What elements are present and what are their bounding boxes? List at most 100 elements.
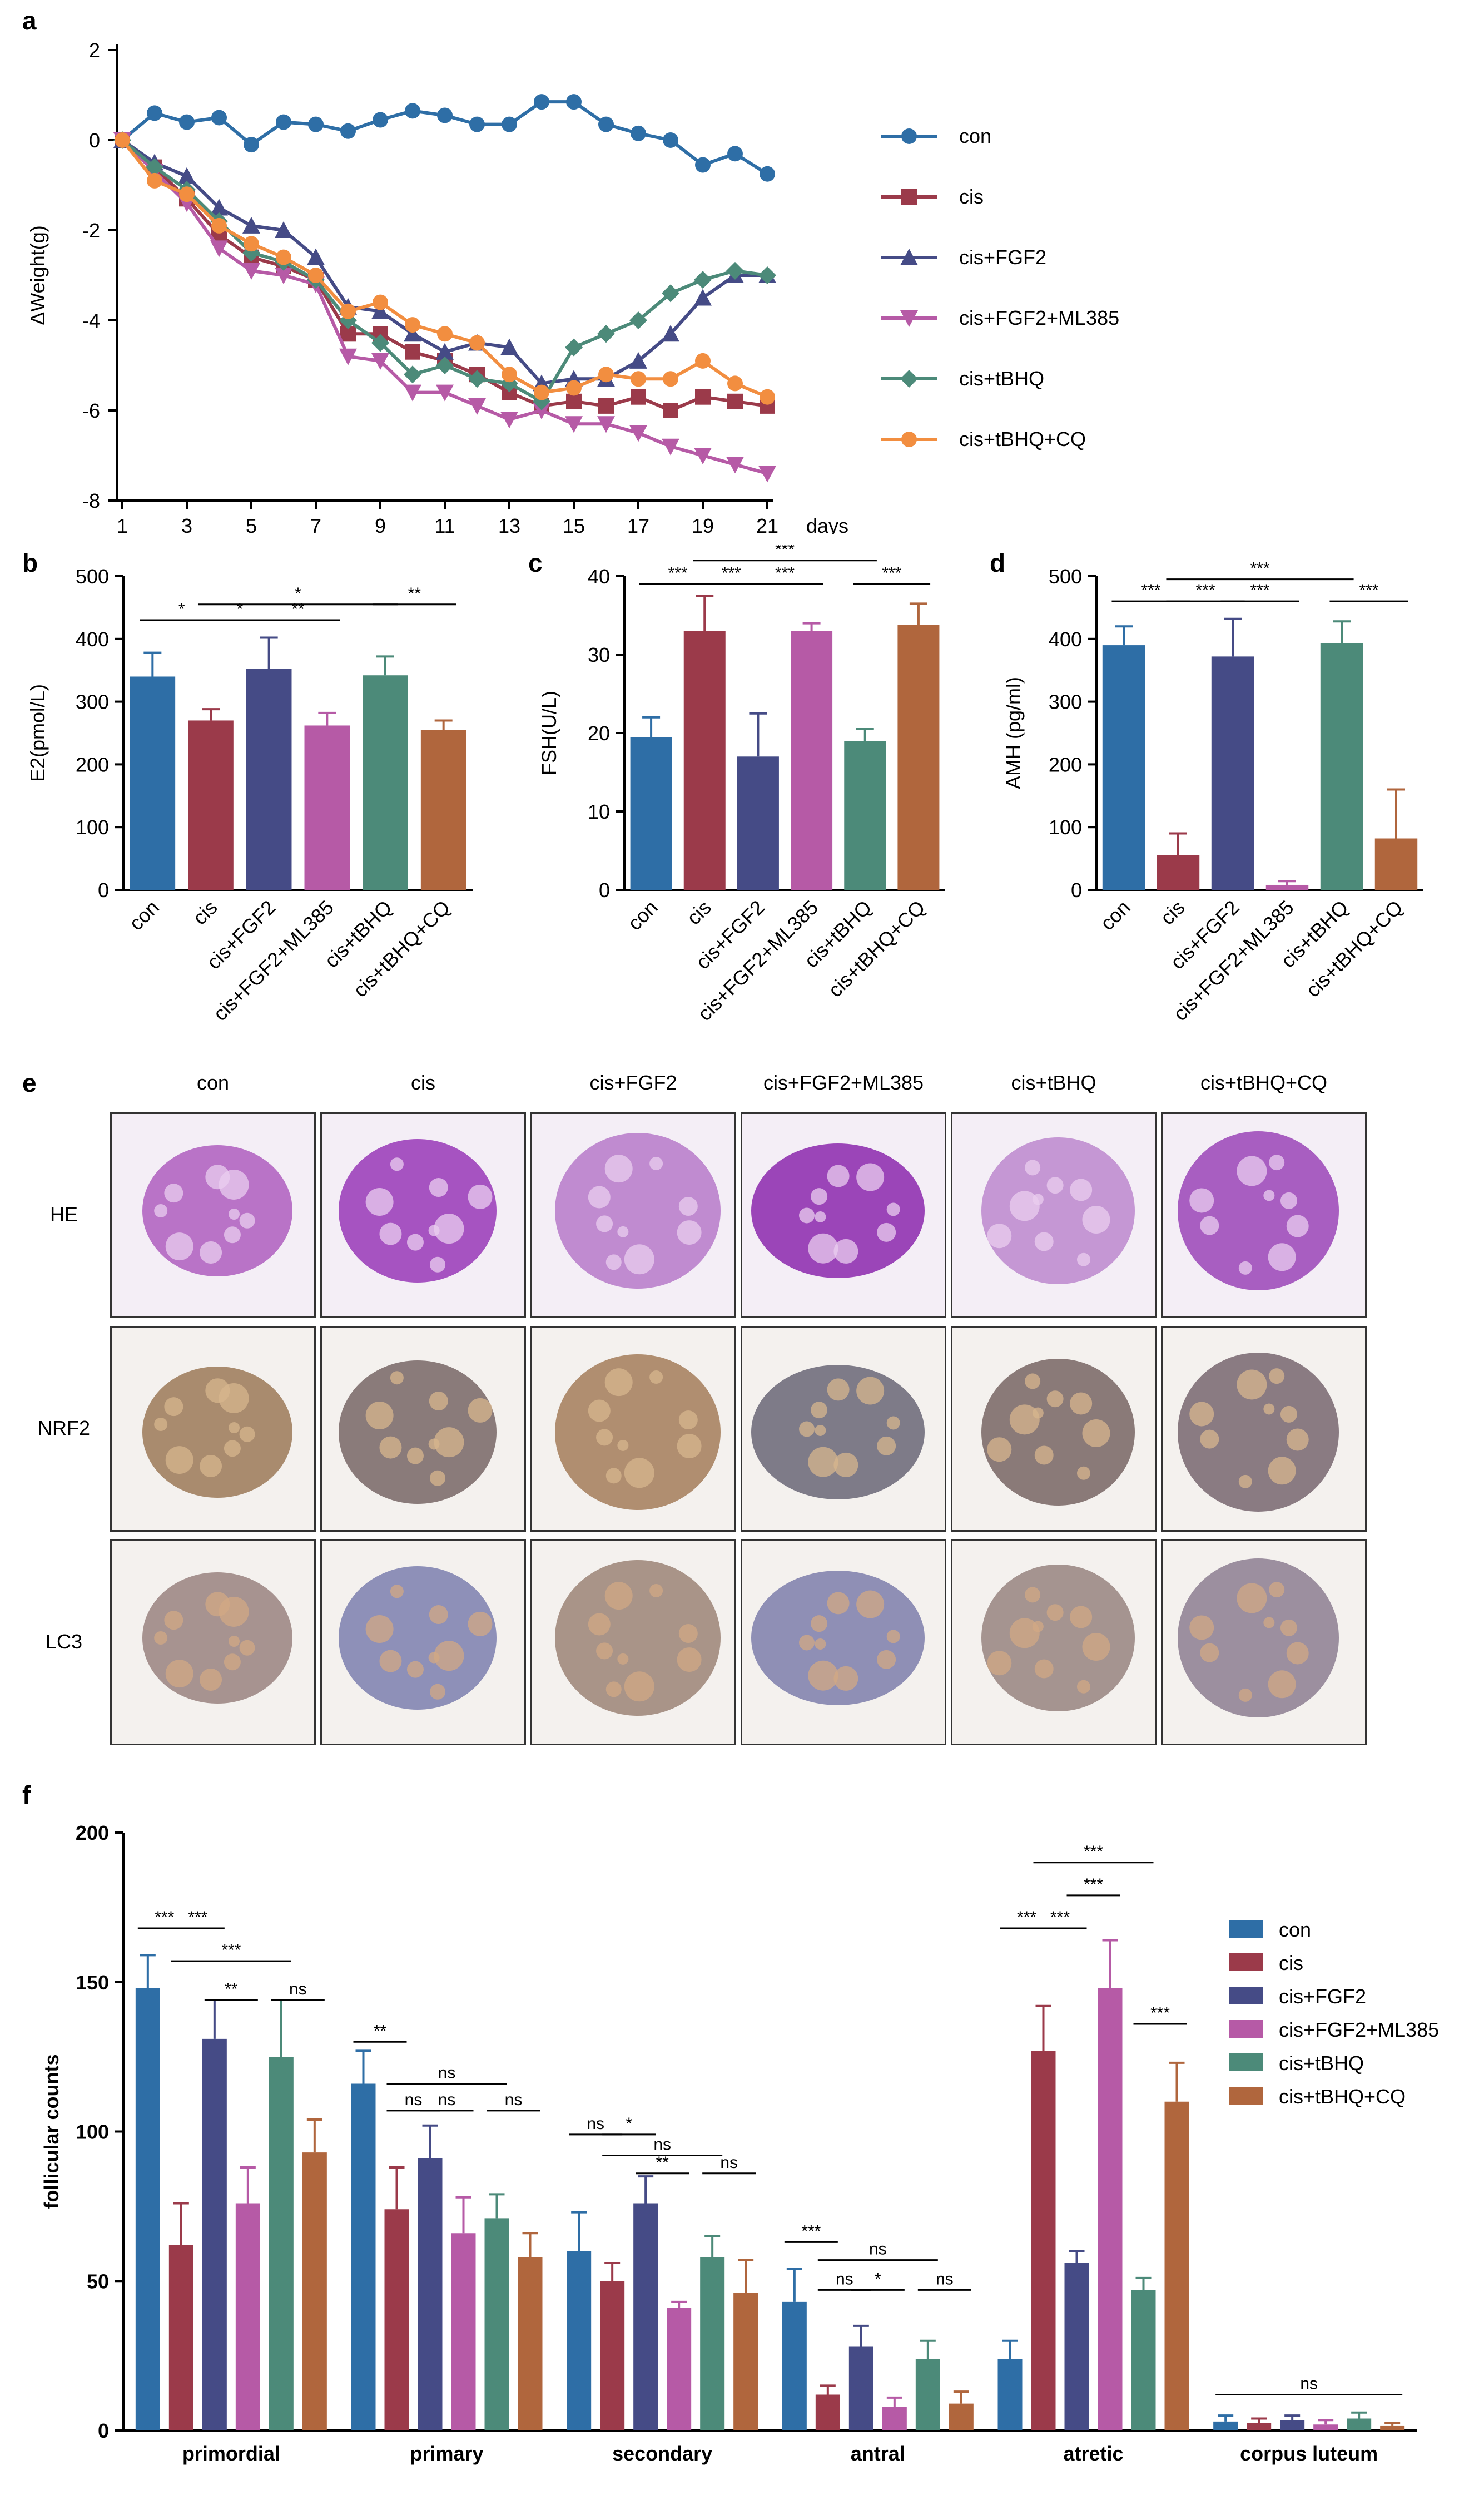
data-point (901, 128, 917, 144)
follicle (1025, 1587, 1041, 1603)
legend-label: con (959, 125, 991, 147)
follicle (886, 1630, 900, 1643)
follicle (1025, 1160, 1041, 1176)
data-point (404, 325, 421, 342)
follicle (1034, 1232, 1054, 1251)
group-label: secondary (612, 2442, 712, 2465)
data-point (566, 380, 582, 396)
legend-swatch (1229, 1920, 1263, 1938)
bar (1247, 2423, 1272, 2430)
data-point (695, 157, 711, 173)
follicle (1286, 1215, 1309, 1237)
bar (130, 676, 176, 890)
follicle (815, 1211, 826, 1222)
significance-label: * (875, 2270, 881, 2288)
legend-label: cis+tBHQ (1279, 2052, 1364, 2075)
histology-image (1161, 1539, 1367, 1745)
bar (630, 737, 672, 890)
follicle (1070, 1179, 1093, 1201)
data-point (404, 384, 421, 402)
data-point (469, 116, 485, 132)
bar (1347, 2418, 1372, 2430)
follicle (649, 1370, 663, 1384)
bar (733, 2293, 758, 2430)
follicle (987, 1224, 1012, 1249)
follicle (588, 1399, 611, 1422)
data-point (371, 302, 389, 319)
data-point (405, 103, 420, 119)
data-point (469, 335, 485, 351)
significance-label: *** (801, 2222, 821, 2240)
x-tick-label: 7 (310, 514, 321, 534)
significance-label: *** (188, 1908, 207, 1927)
data-point (502, 367, 517, 383)
data-point (695, 353, 711, 369)
data-point (597, 325, 615, 343)
follicle (617, 1653, 629, 1665)
follicle (1076, 1252, 1090, 1266)
follicle (1082, 1419, 1110, 1448)
follicle (827, 1165, 850, 1187)
follicle (406, 1234, 424, 1251)
legend-label: cis (959, 185, 984, 208)
tissue-section (1178, 1353, 1339, 1512)
ovary-tissue (1178, 1558, 1339, 1717)
follicle (815, 1424, 826, 1436)
significance-label: ns (438, 2064, 456, 2082)
histology-image (530, 1112, 736, 1318)
bar (351, 2083, 376, 2430)
tissue-section (981, 1359, 1135, 1506)
bar (518, 2257, 543, 2430)
column-title: cis+FGF2 (589, 1071, 677, 1094)
tissue-section (751, 1365, 925, 1499)
follicle (219, 1383, 249, 1413)
y-tick-label: 200 (1049, 753, 1082, 776)
follicle (649, 1584, 663, 1598)
ovary-tissue (555, 1560, 721, 1716)
tissue-section (142, 1367, 292, 1498)
significance-label: ns (869, 2240, 887, 2259)
follicle (1286, 1428, 1309, 1451)
bar (1131, 2290, 1156, 2430)
data-point (566, 94, 582, 110)
data-point (900, 249, 918, 265)
x-axis-label: days (806, 514, 848, 534)
follicle (1070, 1392, 1093, 1415)
bar (269, 2057, 294, 2430)
bar (1164, 2101, 1189, 2430)
y-tick-label: 100 (76, 816, 109, 839)
bar (737, 756, 779, 890)
ovary-tissue (339, 1139, 497, 1283)
y-tick-label: -8 (82, 489, 100, 512)
data-point (371, 334, 389, 352)
histology-image (320, 1326, 526, 1532)
follicle (624, 1458, 654, 1488)
significance-label: *** (1084, 1843, 1103, 1861)
group-label: primary (410, 2442, 483, 2465)
follicle (224, 1226, 241, 1244)
legend-label: cis+FGF2 (1279, 1985, 1366, 2008)
y-tick-label: 150 (76, 1971, 109, 1994)
follicle (1025, 1373, 1041, 1389)
significance-label: *** (1359, 581, 1378, 600)
data-point (373, 112, 388, 128)
follicle (1070, 1606, 1093, 1628)
follicle (1238, 1474, 1252, 1488)
follicle (1076, 1466, 1090, 1480)
data-point (500, 412, 518, 429)
follicle (1009, 1191, 1040, 1221)
significance-label: *** (775, 545, 795, 559)
follicle (390, 1371, 404, 1385)
follicle (808, 1447, 838, 1477)
bar (1098, 1988, 1123, 2430)
significance-label: ns (587, 2115, 604, 2133)
follicle (1200, 1216, 1219, 1235)
data-point (211, 217, 227, 234)
panel-letter-c: c (528, 548, 543, 577)
follicle (229, 1422, 240, 1433)
follicle (1046, 1177, 1064, 1194)
follicle (588, 1613, 611, 1636)
legend-label: cis+FGF2+ML385 (1279, 2018, 1439, 2041)
histology-image (110, 1112, 316, 1318)
